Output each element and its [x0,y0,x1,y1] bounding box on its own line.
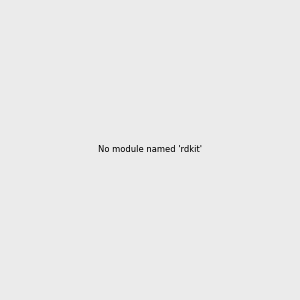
Text: No module named 'rdkit': No module named 'rdkit' [98,146,202,154]
